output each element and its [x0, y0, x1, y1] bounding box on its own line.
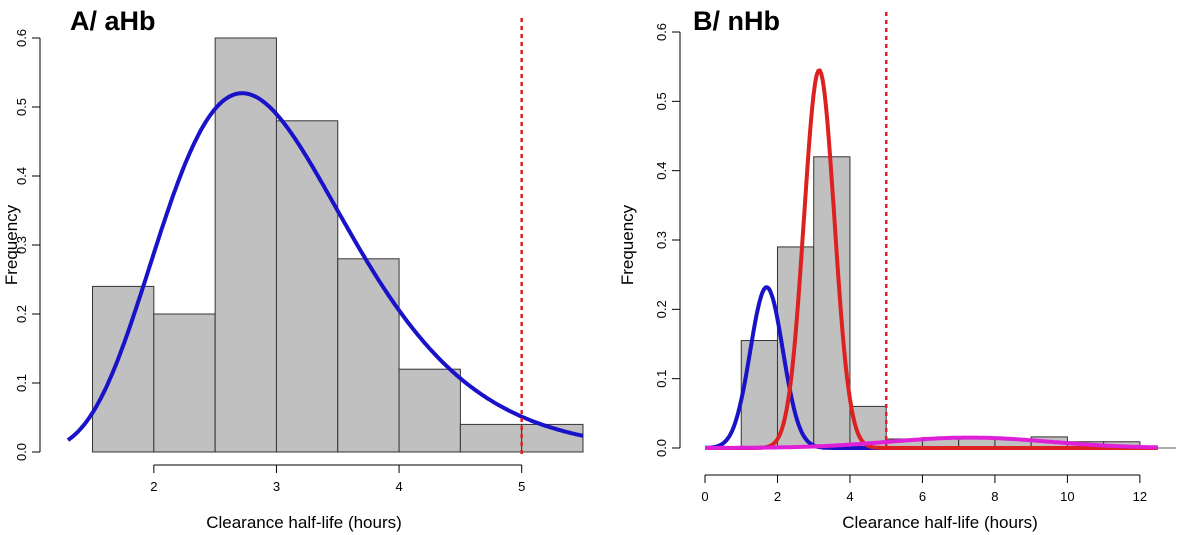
panel-a-y-label: Frequency — [2, 204, 21, 285]
panel-a: A/ aHb 2 3 4 5 0.0 0.1 0.2 0.3 0.4 0.5 0.6 Clearan… — [2, 6, 584, 532]
panel-a-x-tick-label: 4 — [395, 479, 402, 494]
panel-a-x-tick-label: 5 — [518, 479, 525, 494]
panel-a-bar-6 — [398, 368, 461, 453]
panel-b: B/ nHb 0 2 4 6 8 10 12 0.0 0.1 0.2 0.3 0.4 0.5 0.6 Cl… — [618, 6, 1176, 532]
panel-b-x-tick-label: 12 — [1133, 489, 1147, 504]
panel-a-y-tick-label: 0.1 — [14, 374, 29, 392]
panel-a-y-tick-label: 0.0 — [14, 443, 29, 461]
panel-b-x-tick-label: 8 — [991, 489, 998, 504]
panel-b-x-tick-label: 6 — [919, 489, 926, 504]
panel-a-x-label: Clearance half-life (hours) — [206, 513, 402, 532]
panel-b-x-tick-label: 4 — [846, 489, 853, 504]
panel-a-x-tick-label: 2 — [150, 479, 157, 494]
panel-b-curves — [704, 12, 1159, 450]
panel-a-curve-fit — [66, 91, 584, 442]
panel-b-curve-component-2 — [704, 68, 1159, 450]
panel-a-bar-1 — [92, 285, 155, 453]
panel-a-bar-7 — [459, 423, 523, 453]
panel-b-x-tick-label: 2 — [774, 489, 781, 504]
panel-a-bar-5 — [337, 258, 400, 453]
panel-b-x-tick-label: 10 — [1060, 489, 1074, 504]
panel-b-y-tick-label: 0.0 — [654, 439, 669, 457]
panel-a-y-tick-label: 0.4 — [14, 167, 29, 185]
panel-a-bar-4 — [275, 120, 339, 453]
panel-b-bar-1 — [740, 340, 778, 449]
panel-a-bar-3 — [214, 37, 277, 453]
panel-a-curves — [66, 18, 584, 454]
panel-a-y-tick-label: 0.2 — [14, 305, 29, 323]
panel-b-y-tick-label: 0.2 — [654, 300, 669, 318]
panel-a-axes: 2 3 4 5 0.0 0.1 0.2 0.3 0.4 0.5 0.6 — [14, 29, 525, 494]
panel-a-bars — [92, 37, 584, 453]
panel-a-y-tick-label: 0.3 — [14, 236, 29, 254]
panel-b-curve-component-3 — [704, 435, 1159, 450]
panel-a-bar-2 — [153, 313, 216, 453]
panel-b-y-tick-label: 0.3 — [654, 231, 669, 249]
panel-a-x-tick-label: 3 — [273, 479, 280, 494]
panel-a-y-tick-label: 0.6 — [14, 29, 29, 47]
panel-b-y-tick-label: 0.6 — [654, 23, 669, 41]
panel-b-axes: 0 2 4 6 8 10 12 0.0 0.1 0.2 0.3 0.4 0.5 0.6 — [654, 23, 1147, 504]
panel-b-x-label: Clearance half-life (hours) — [842, 513, 1038, 532]
panel-a-y-tick-label: 0.5 — [14, 98, 29, 116]
panel-b-x-tick-label: 0 — [701, 489, 708, 504]
panel-b-y-label: Frequency — [618, 204, 637, 285]
panel-b-title: B/ nHb — [693, 6, 780, 36]
panel-b-y-tick-label: 0.5 — [654, 92, 669, 110]
panel-b-y-tick-label: 0.1 — [654, 370, 669, 388]
panel-b-y-tick-label: 0.4 — [654, 162, 669, 180]
panel-a-title: A/ aHb — [70, 6, 156, 36]
